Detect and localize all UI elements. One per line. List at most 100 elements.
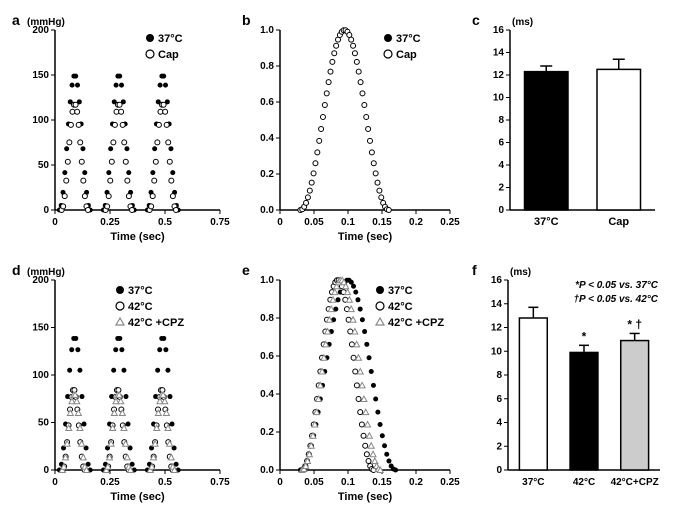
svg-text:37°C: 37°C <box>388 285 413 297</box>
svg-text:0.4: 0.4 <box>260 389 274 400</box>
panel-b: b 0.0 0.2 0.4 0.6 0.8 1.0 0 0.05 0.1 0.15 0.2 0.25 T… <box>240 10 470 260</box>
svg-text:*: * <box>582 329 587 343</box>
svg-text:42°C: 42°C <box>573 477 595 488</box>
figure-grid: a 05010015020000.250.50.75(mmHg)Time (se… <box>10 10 675 520</box>
svg-text:12: 12 <box>493 70 505 81</box>
svg-text:(mmHg): (mmHg) <box>27 267 65 278</box>
svg-text:0.6: 0.6 <box>260 97 274 108</box>
svg-text:* †: * † <box>627 317 642 331</box>
svg-text:1.0: 1.0 <box>260 275 274 286</box>
svg-text:0.0: 0.0 <box>260 465 274 476</box>
svg-text:0.25: 0.25 <box>440 217 460 228</box>
svg-text:37°C: 37°C <box>128 285 153 297</box>
svg-text:Time (sec): Time (sec) <box>110 231 165 243</box>
svg-text:0.4: 0.4 <box>260 133 274 144</box>
svg-text:0.75: 0.75 <box>210 217 230 228</box>
panel-c: c 0 2 4 6 8 10 12 14 16 (ms) 37°C Cap <box>470 10 675 260</box>
svg-text:37°C: 37°C <box>534 216 559 228</box>
svg-text:0.75: 0.75 <box>210 477 230 488</box>
panel-d-label: d <box>12 262 21 278</box>
panel-f-label: f <box>472 262 477 278</box>
panel-d: d 05010015020000.250.50.75(mmHg)Time (se… <box>10 260 240 520</box>
svg-text:0.2: 0.2 <box>260 169 274 180</box>
panel-e-svg: 0.00.20.40.60.81.000.050.10.150.20.25Tim… <box>240 260 465 515</box>
svg-text:0: 0 <box>43 465 49 476</box>
panel-c-label: c <box>472 12 480 28</box>
svg-text:50: 50 <box>38 418 50 429</box>
svg-text:14: 14 <box>491 299 503 310</box>
svg-text:Cap: Cap <box>158 49 179 61</box>
svg-text:42°C: 42°C <box>128 301 153 313</box>
svg-text:14: 14 <box>493 48 505 59</box>
svg-text:0.5: 0.5 <box>158 477 172 488</box>
svg-text:6: 6 <box>496 394 502 405</box>
svg-text:0.2: 0.2 <box>260 427 274 438</box>
svg-text:0.6: 0.6 <box>260 351 274 362</box>
svg-text:0.15: 0.15 <box>372 477 392 488</box>
svg-text:100: 100 <box>32 115 49 126</box>
svg-text:0.05: 0.05 <box>304 217 324 228</box>
svg-text:37°C: 37°C <box>158 33 183 45</box>
svg-text:0.2: 0.2 <box>409 477 423 488</box>
svg-text:2: 2 <box>496 441 502 452</box>
svg-text:0.0: 0.0 <box>260 205 274 216</box>
svg-text:Time (sec): Time (sec) <box>338 231 393 243</box>
svg-text:0.15: 0.15 <box>372 217 392 228</box>
panel-a-label: a <box>12 12 20 28</box>
svg-text:2: 2 <box>498 183 504 194</box>
svg-text:0.05: 0.05 <box>304 477 324 488</box>
svg-text:0.5: 0.5 <box>158 217 172 228</box>
panel-e: e 0.00.20.40.60.81.000.050.10.150.20.25T… <box>240 260 470 520</box>
svg-text:Cap: Cap <box>608 216 629 228</box>
svg-text:0: 0 <box>52 217 58 228</box>
svg-text:50: 50 <box>38 160 50 171</box>
svg-text:0: 0 <box>498 205 504 216</box>
svg-text:Time (sec): Time (sec) <box>110 491 165 503</box>
svg-text:(ms): (ms) <box>510 267 531 278</box>
svg-text:0.1: 0.1 <box>341 217 355 228</box>
svg-text:Cap: Cap <box>396 49 417 61</box>
svg-text:0: 0 <box>52 477 58 488</box>
svg-text:37°C: 37°C <box>522 477 544 488</box>
svg-text:6: 6 <box>498 138 504 149</box>
panel-b-svg: 0.0 0.2 0.4 0.6 0.8 1.0 0 0.05 0.1 0.15 0.2 0.25 Tim… <box>240 10 465 255</box>
panel-d-svg: 05010015020000.250.50.75(mmHg)Time (sec)… <box>10 260 235 515</box>
svg-text:0.25: 0.25 <box>440 477 460 488</box>
svg-text:10: 10 <box>491 346 503 357</box>
svg-text:8: 8 <box>498 115 504 126</box>
svg-text:4: 4 <box>498 160 504 171</box>
panel-a-svg: 05010015020000.250.50.75(mmHg)Time (sec)… <box>10 10 235 255</box>
svg-text:42°C+CPZ: 42°C+CPZ <box>611 477 659 488</box>
svg-text:*P < 0.05 vs. 37°C: *P < 0.05 vs. 37°C <box>575 280 659 291</box>
svg-text:0: 0 <box>277 217 283 228</box>
svg-text:8: 8 <box>496 370 502 381</box>
svg-text:0.8: 0.8 <box>260 61 274 72</box>
svg-text:0: 0 <box>43 205 49 216</box>
panel-a: a 05010015020000.250.50.75(mmHg)Time (se… <box>10 10 240 260</box>
panel-c-svg: 0 2 4 6 8 10 12 14 16 (ms) 37°C Cap <box>470 10 670 255</box>
svg-text:(ms): (ms) <box>512 17 533 28</box>
svg-text:0.8: 0.8 <box>260 313 274 324</box>
panel-f: f 0246810121416(ms)*P < 0.05 vs. 37°C†P … <box>470 260 675 520</box>
svg-text:10: 10 <box>493 93 505 104</box>
svg-text:1.0: 1.0 <box>260 25 274 36</box>
svg-text:4: 4 <box>496 418 502 429</box>
svg-text:0.25: 0.25 <box>100 217 120 228</box>
svg-text:Time (sec): Time (sec) <box>338 491 393 503</box>
svg-text:0.25: 0.25 <box>100 477 120 488</box>
svg-text:100: 100 <box>32 370 49 381</box>
svg-text:42°C: 42°C <box>388 301 413 313</box>
panel-b-label: b <box>242 12 251 28</box>
svg-text:16: 16 <box>493 25 505 36</box>
svg-text:0: 0 <box>277 477 283 488</box>
svg-text:0: 0 <box>496 465 502 476</box>
svg-text:(mmHg): (mmHg) <box>27 17 65 28</box>
svg-text:42°C +CPZ: 42°C +CPZ <box>388 317 444 329</box>
svg-text:42°C +CPZ: 42°C +CPZ <box>128 317 184 329</box>
svg-text:16: 16 <box>491 275 503 286</box>
svg-text:0.2: 0.2 <box>409 217 423 228</box>
svg-text:†P < 0.05 vs. 42°C: †P < 0.05 vs. 42°C <box>573 294 658 305</box>
panel-f-svg: 0246810121416(ms)*P < 0.05 vs. 37°C†P < … <box>470 260 670 515</box>
svg-text:37°C: 37°C <box>396 33 421 45</box>
svg-text:150: 150 <box>32 70 49 81</box>
